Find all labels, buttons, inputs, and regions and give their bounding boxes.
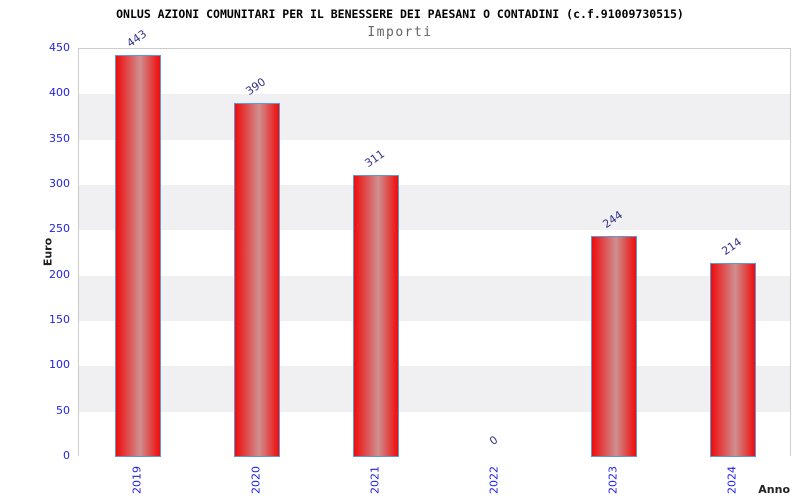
y-axis-tick-label: 200 xyxy=(49,267,70,281)
grid-band xyxy=(79,185,790,231)
grid-band xyxy=(79,49,790,95)
y-axis-tick-label: 250 xyxy=(49,222,70,236)
bar-2020 xyxy=(234,103,281,457)
grid-band xyxy=(79,366,790,412)
y-axis-tick-label: 400 xyxy=(49,86,70,100)
plot-area xyxy=(78,48,791,457)
grid-band xyxy=(79,94,790,140)
x-axis-title: Anno xyxy=(758,483,790,496)
y-axis-tick-label: 50 xyxy=(56,403,70,417)
x-axis-tick-label: 2022 xyxy=(487,466,501,494)
y-axis-tick-label: 350 xyxy=(49,131,70,145)
chart-subtitle: Importi xyxy=(367,25,433,40)
x-axis-tick-label: 2024 xyxy=(725,466,739,494)
bar-2021 xyxy=(353,175,400,457)
x-axis-tick-label: 2021 xyxy=(368,466,382,494)
y-axis-tick-label: 300 xyxy=(49,177,70,190)
y-axis-tick-label: 100 xyxy=(49,358,70,372)
chart-title: ONLUS AZIONI COMUNITARI PER IL BENESSERE… xyxy=(116,7,684,21)
grid-band xyxy=(79,411,790,457)
grid-band xyxy=(79,321,790,367)
x-axis-tick-label: 2020 xyxy=(249,466,263,494)
y-axis-tick-label: 150 xyxy=(49,313,70,326)
bar-2023 xyxy=(590,235,637,457)
grid-band xyxy=(79,275,790,321)
y-axis-tick-label: 450 xyxy=(49,41,70,54)
grid-band xyxy=(79,139,790,185)
x-axis-tick-label: 2019 xyxy=(130,466,144,494)
y-axis-tick-label: 0 xyxy=(63,449,70,462)
x-axis-tick-label: 2023 xyxy=(606,466,620,494)
grid-band xyxy=(79,230,790,276)
bar-2024 xyxy=(709,262,756,457)
y-axis-title: Euro xyxy=(41,237,55,267)
bar-2019 xyxy=(115,55,162,457)
